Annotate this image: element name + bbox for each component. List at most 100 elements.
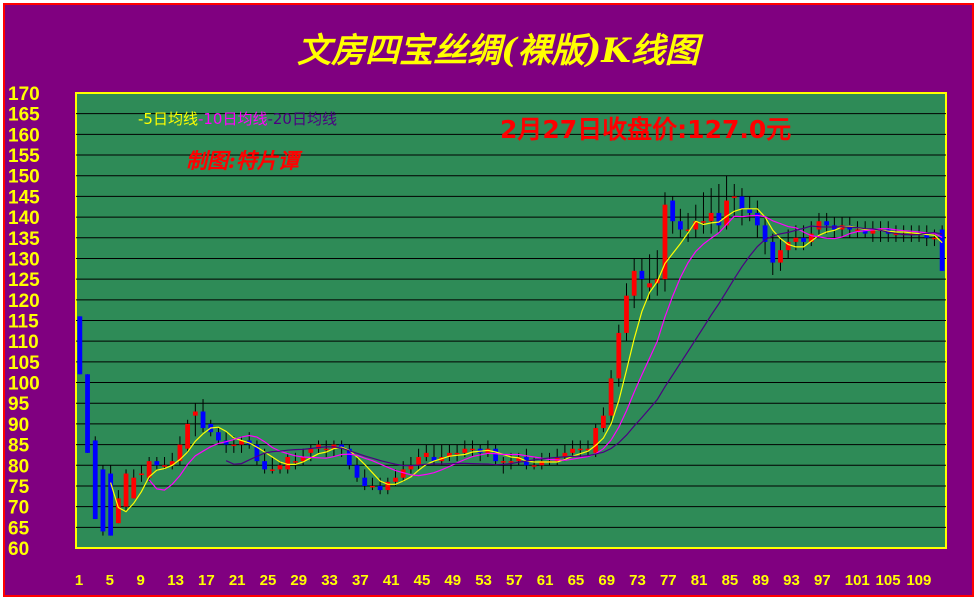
x-tick-label: 49 <box>444 572 461 589</box>
moving-averages <box>110 208 943 513</box>
candle-body <box>562 452 568 457</box>
candle-body <box>785 241 791 251</box>
candle-body <box>131 477 137 499</box>
candle <box>362 469 368 491</box>
candle-body <box>362 477 368 486</box>
y-tick-label: 125 <box>8 270 40 291</box>
candle <box>346 444 352 470</box>
candle-body <box>631 270 637 296</box>
candle-body <box>747 208 753 213</box>
candle <box>631 258 637 309</box>
candle <box>470 440 475 457</box>
candle <box>716 184 722 234</box>
candle-body <box>808 233 814 242</box>
candle-body <box>470 448 475 451</box>
candle-body <box>431 457 437 462</box>
legend-text: -5日均线-10日均线-20日均线 <box>138 110 337 128</box>
closing-price-label: 2月27日收盘价:127.0元 <box>500 115 791 144</box>
candle-body <box>593 428 599 453</box>
candle-body <box>639 270 645 280</box>
x-tick-label: 13 <box>167 572 184 589</box>
candle-body <box>200 411 206 429</box>
x-tick-label: 73 <box>629 572 646 589</box>
candle-body <box>739 196 745 209</box>
candle <box>593 423 599 457</box>
candle-body <box>308 448 314 453</box>
candle <box>100 465 106 536</box>
x-tick-label: 9 <box>136 572 144 589</box>
candle-body <box>146 461 152 478</box>
candle-body <box>370 485 375 488</box>
y-tick-label: 150 <box>8 167 40 188</box>
candle <box>223 432 229 453</box>
candle-body <box>293 461 298 463</box>
candle-body <box>177 444 183 462</box>
candle-body <box>316 444 321 449</box>
candle-body <box>570 448 575 453</box>
candle-body <box>493 448 498 462</box>
candle <box>778 237 783 271</box>
candle <box>708 188 714 234</box>
candle <box>77 316 83 375</box>
y-tick-label: 135 <box>8 229 40 250</box>
candle <box>323 440 329 457</box>
candle <box>154 457 160 470</box>
y-tick-label: 170 <box>8 84 40 105</box>
x-tick-label: 17 <box>198 572 215 589</box>
candle <box>447 444 452 462</box>
candle <box>670 196 676 234</box>
y-tick-label: 130 <box>8 249 40 270</box>
x-tick-label: 1 <box>75 572 83 589</box>
candle-body <box>870 229 876 234</box>
candle-body <box>924 233 930 238</box>
candle <box>855 221 860 238</box>
candle-body <box>447 452 452 457</box>
x-tick-label: 53 <box>475 572 492 589</box>
candle <box>870 221 876 242</box>
x-tick-label: 25 <box>260 572 277 589</box>
candle-body <box>385 481 391 491</box>
x-tick-label: 37 <box>352 572 369 589</box>
candle-body <box>855 229 860 231</box>
candle-body <box>616 332 622 379</box>
candle <box>423 444 429 462</box>
candle-body <box>585 448 591 451</box>
candle-body <box>893 233 899 236</box>
candle <box>701 192 706 234</box>
x-tick-label: 101 <box>845 572 870 589</box>
candle <box>277 461 283 474</box>
candle-body <box>139 473 144 476</box>
candle <box>608 370 614 424</box>
candle <box>508 452 514 470</box>
candle <box>123 469 129 511</box>
candle <box>454 444 460 462</box>
candle <box>400 461 406 482</box>
candle-body <box>346 448 352 466</box>
y-tick-label: 110 <box>8 332 39 353</box>
y-tick-label: 65 <box>8 518 30 539</box>
candle <box>616 324 622 387</box>
candle-body <box>816 221 822 230</box>
candle <box>808 221 814 247</box>
candle-body <box>662 204 668 280</box>
candle <box>793 225 799 251</box>
candle-body <box>601 415 606 429</box>
candle <box>500 457 506 474</box>
x-tick-label: 69 <box>598 572 615 589</box>
candle <box>269 457 275 474</box>
candle-body <box>277 465 283 470</box>
candle-body <box>162 465 167 467</box>
y-tick-label: 145 <box>8 187 40 208</box>
candle <box>639 258 645 300</box>
candle-body <box>508 461 514 463</box>
candle <box>662 192 668 292</box>
y-tick-label: 120 <box>8 291 40 312</box>
candle-body <box>416 457 421 466</box>
candle-body <box>762 225 768 242</box>
candle-body <box>323 448 329 451</box>
candle <box>285 452 291 474</box>
x-tick-label: 105 <box>876 572 901 589</box>
candle-body <box>708 212 714 222</box>
x-tick-label: 89 <box>752 572 769 589</box>
candle-body <box>670 200 676 222</box>
